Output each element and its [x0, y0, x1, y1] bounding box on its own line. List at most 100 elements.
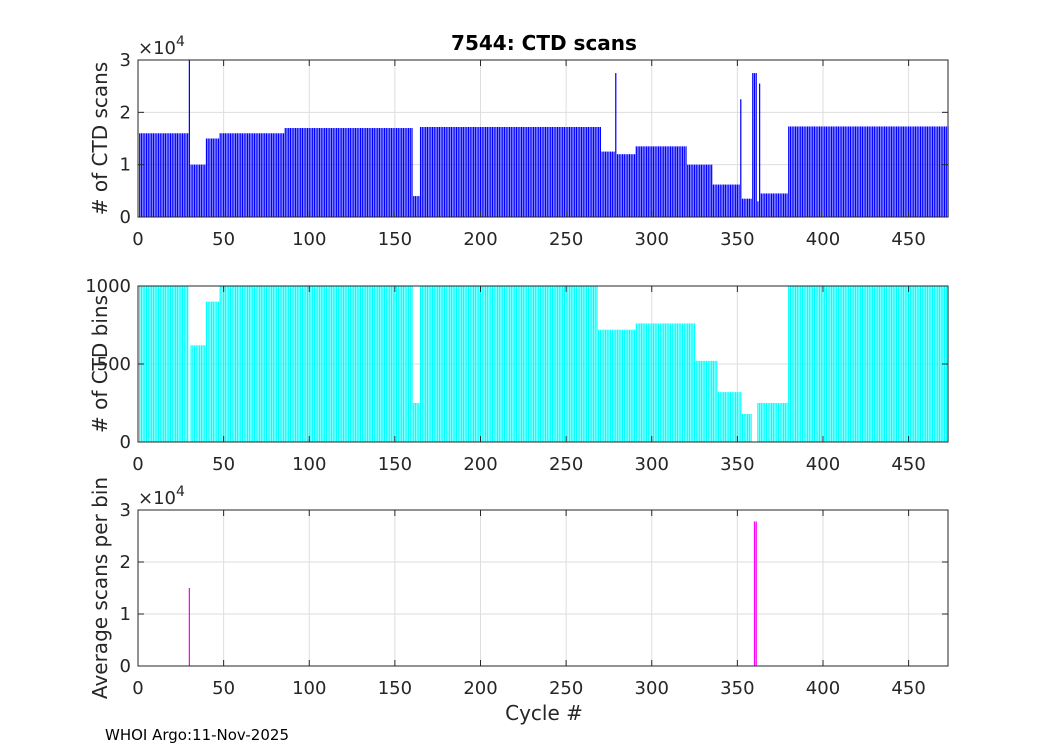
bar	[356, 128, 358, 217]
bar	[248, 286, 250, 442]
bar	[485, 286, 487, 442]
bar	[289, 128, 292, 217]
bar	[312, 128, 314, 217]
bar	[817, 286, 819, 442]
bar	[370, 128, 372, 217]
bar	[592, 286, 595, 442]
bar	[493, 126, 495, 217]
bar	[610, 151, 612, 217]
bar	[418, 196, 420, 217]
bar	[288, 286, 290, 442]
bar	[784, 403, 786, 442]
bar	[687, 164, 689, 217]
bar	[157, 286, 160, 442]
bar	[846, 126, 848, 217]
bar	[404, 286, 406, 442]
bar	[519, 286, 521, 442]
x-tick-label: 100	[292, 229, 326, 250]
bar	[676, 146, 679, 217]
bar	[303, 128, 305, 217]
bar	[476, 286, 478, 442]
bar	[312, 286, 314, 442]
bar	[212, 301, 214, 442]
bar	[491, 126, 494, 217]
bar	[693, 323, 696, 442]
bar	[733, 392, 735, 442]
bar	[587, 286, 589, 442]
bar	[741, 413, 744, 442]
bar	[551, 126, 554, 217]
bar	[270, 133, 273, 217]
bar	[664, 323, 667, 442]
bar	[707, 360, 709, 442]
bar	[252, 133, 254, 217]
bar	[546, 286, 548, 442]
bar	[724, 184, 726, 217]
bar	[558, 286, 560, 442]
bar	[880, 286, 882, 442]
bar	[274, 286, 276, 442]
bar	[861, 126, 863, 217]
bar	[192, 164, 194, 217]
bar	[224, 286, 226, 442]
bar	[931, 126, 934, 217]
bar	[830, 126, 833, 217]
bar	[705, 360, 708, 442]
bar	[301, 128, 304, 217]
bar	[925, 286, 927, 442]
bar	[803, 126, 805, 217]
bar	[286, 128, 288, 217]
bar	[334, 128, 336, 217]
bar	[805, 126, 807, 217]
bar	[520, 286, 523, 442]
bar	[193, 164, 196, 217]
x-tick-label: 200	[463, 678, 497, 699]
bar	[832, 286, 834, 442]
bar	[325, 128, 327, 217]
bar	[894, 286, 896, 442]
bar	[392, 128, 394, 217]
bar	[324, 128, 326, 217]
bar	[411, 128, 413, 217]
bar	[765, 193, 768, 217]
bar	[822, 286, 824, 442]
bar	[892, 126, 894, 217]
bar	[541, 126, 543, 217]
bar	[731, 392, 733, 442]
bar	[538, 126, 540, 217]
bar	[171, 286, 173, 442]
bar	[937, 126, 939, 217]
bar	[526, 126, 528, 217]
bar	[675, 323, 677, 442]
bar	[195, 164, 197, 217]
bar	[726, 392, 728, 442]
x-tick-label: 150	[378, 229, 412, 250]
bar	[462, 126, 464, 217]
bar	[930, 286, 932, 442]
bar	[832, 126, 834, 217]
bar	[291, 128, 293, 217]
bar	[779, 403, 781, 442]
bar	[853, 126, 855, 217]
bar	[440, 286, 442, 442]
bar	[892, 286, 894, 442]
bar	[181, 133, 184, 217]
bar	[217, 301, 220, 442]
bar	[806, 126, 809, 217]
bar	[824, 286, 826, 442]
bar	[841, 286, 843, 442]
bar	[551, 286, 554, 442]
bar	[219, 133, 221, 217]
bar	[250, 133, 252, 217]
bar	[579, 126, 581, 217]
bar	[827, 126, 829, 217]
bar	[151, 133, 153, 217]
bar	[810, 126, 812, 217]
bar	[777, 403, 780, 442]
bar	[462, 286, 464, 442]
bar	[368, 128, 370, 217]
bar	[461, 286, 463, 442]
bar	[152, 133, 155, 217]
bar	[193, 345, 196, 442]
bar	[183, 133, 185, 217]
